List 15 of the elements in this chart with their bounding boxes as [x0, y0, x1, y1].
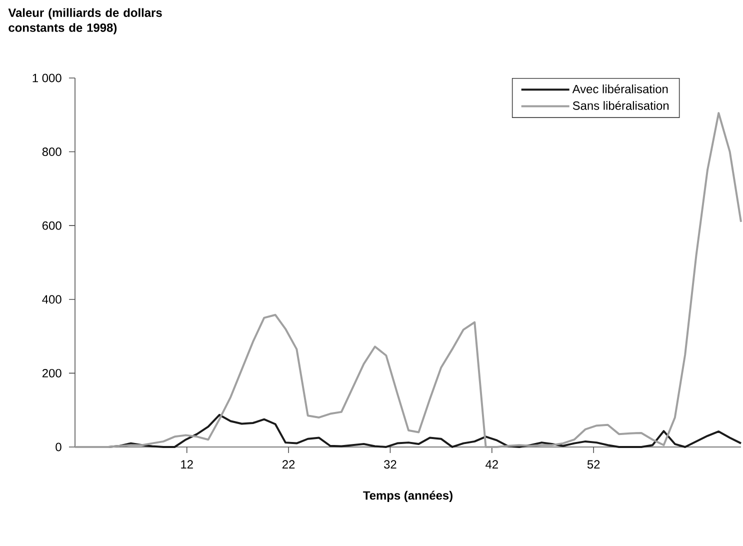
y-tick-label: 0 [56, 442, 62, 452]
y-tick-label: 400 [42, 295, 62, 304]
y-tick-label: 600 [42, 221, 62, 230]
x-tick-label: 22 [282, 460, 295, 469]
x-tick-label: 52 [587, 460, 600, 469]
y-tick-label: 800 [42, 148, 62, 156]
y-tick-label: 1 000 [32, 74, 62, 82]
x-tick-label: 12 [181, 460, 193, 469]
y-tick-label: 200 [42, 368, 62, 378]
x-tick-label: 32 [384, 460, 396, 469]
x-axis-title: Temps (années) [363, 490, 452, 502]
legend-label: Avec libéralisation [572, 84, 668, 94]
y-axis-title: Valeur (milliards de dollars constants de 1998) [8, 8, 162, 34]
legend-label: Sans libéralisation [572, 100, 669, 110]
x-tick-label: 42 [486, 460, 498, 469]
